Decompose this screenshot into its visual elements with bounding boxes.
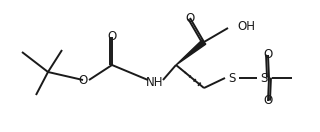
Text: O: O: [263, 48, 273, 62]
Polygon shape: [176, 40, 206, 65]
Text: O: O: [108, 30, 116, 44]
Text: O: O: [185, 11, 195, 25]
Text: S: S: [228, 72, 236, 84]
Text: O: O: [263, 95, 273, 107]
Text: S: S: [260, 72, 268, 84]
Text: O: O: [78, 74, 88, 86]
Text: NH: NH: [146, 77, 164, 89]
Text: OH: OH: [237, 20, 255, 32]
